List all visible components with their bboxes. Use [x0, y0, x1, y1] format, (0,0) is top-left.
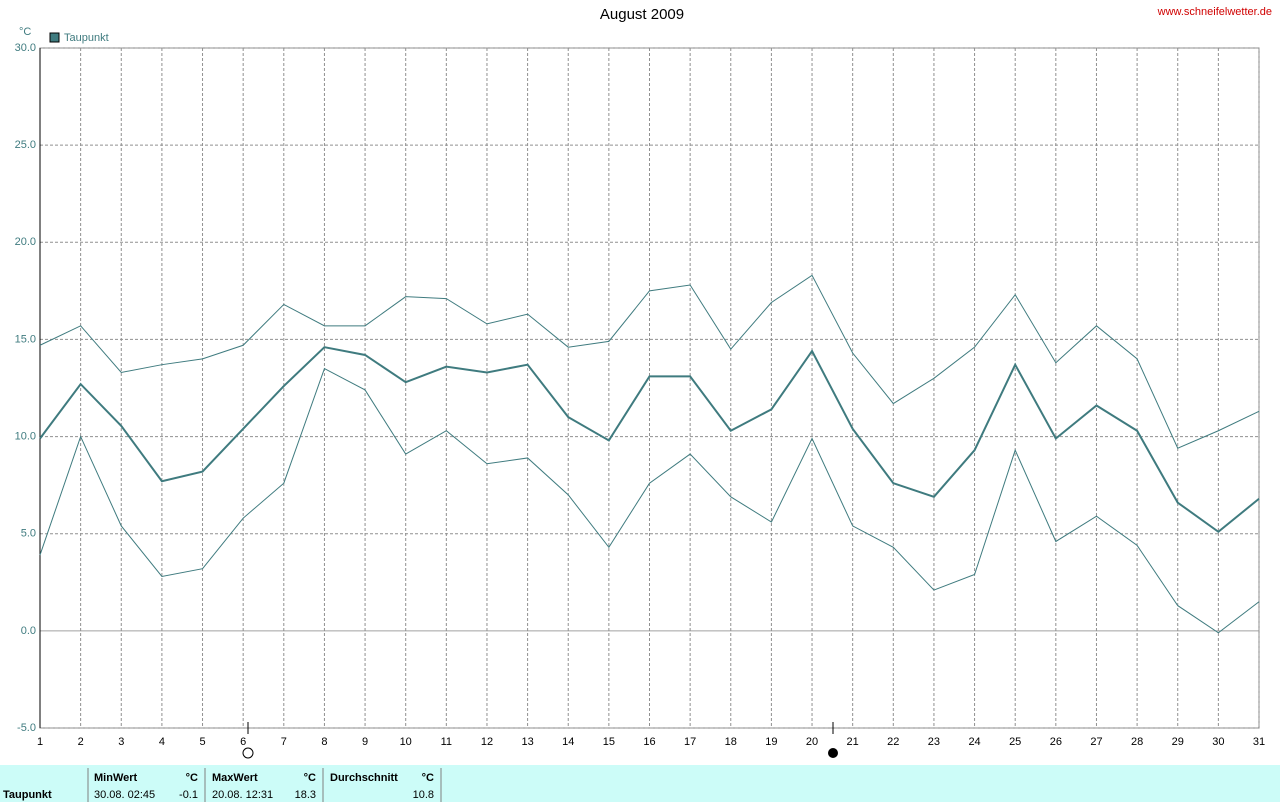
y-tick-label: 30.0	[15, 42, 36, 54]
stats-background	[0, 765, 1280, 802]
x-tick-label: 3	[118, 736, 124, 748]
x-tick-label: 20	[806, 736, 818, 748]
stats-value: -0.1	[179, 789, 198, 801]
x-tick-label: 14	[562, 736, 574, 748]
legend-label: Taupunkt	[64, 32, 109, 44]
x-tick-label: 24	[968, 736, 980, 748]
x-tick-label: 31	[1253, 736, 1265, 748]
x-tick-label: 21	[847, 736, 859, 748]
x-tick-label: 19	[765, 736, 777, 748]
y-tick-label: 10.0	[15, 430, 36, 442]
series-line	[39, 274, 1260, 449]
x-tick-label: 6	[240, 736, 246, 748]
stats-label: Durchschnitt	[330, 772, 398, 784]
stats-time: 20.08. 12:31	[212, 789, 273, 801]
stats-value: 10.8	[413, 789, 434, 801]
x-tick-label: 27	[1090, 736, 1102, 748]
y-tick-label: 5.0	[21, 528, 36, 540]
x-tick-label: 16	[643, 736, 655, 748]
x-tick-label: 10	[400, 736, 412, 748]
stats-unit: °C	[186, 772, 198, 784]
source: www.schneifelwetter.de	[1157, 6, 1272, 18]
x-tick-label: 29	[1172, 736, 1184, 748]
x-tick-label: 26	[1050, 736, 1062, 748]
x-tick-label: 7	[281, 736, 287, 748]
series-line	[39, 346, 1260, 534]
stats-bar: Taupunkt MinWert °C 30.08. 02:45 -0.1 Ma…	[0, 765, 1280, 802]
x-tick-label: 15	[603, 736, 615, 748]
stats-time: 30.08. 02:45	[94, 789, 155, 801]
x-tick-label: 4	[159, 736, 165, 748]
x-tick-label: 5	[199, 736, 205, 748]
full-moon	[242, 747, 254, 759]
x-tick-label: 22	[887, 736, 899, 748]
x-tick-label: 11	[441, 736, 452, 748]
plot: -5.00.05.010.015.020.025.030.01 2 3 4 5 6 7 8 9 1…	[15, 32, 1266, 748]
x-tick-label: 9	[362, 736, 368, 748]
stats-unit: °C	[422, 772, 434, 784]
y-tick-label: 20.0	[15, 236, 36, 248]
y-tick-label: 15.0	[15, 333, 36, 345]
y-tick-label: 25.0	[15, 139, 36, 151]
x-tick-label: 13	[521, 736, 533, 748]
y-unit: °C	[19, 26, 31, 38]
x-tick-label: 28	[1131, 736, 1143, 748]
series-line	[39, 367, 1260, 634]
x-tick-label: 8	[321, 736, 327, 748]
stats-value: 18.3	[295, 789, 316, 801]
x-tick-label: 25	[1009, 736, 1021, 748]
x-tick-label: 2	[78, 736, 84, 748]
stats-label: MinWert	[94, 772, 138, 784]
new-moon	[828, 748, 838, 758]
x-tick-label: 12	[481, 736, 493, 748]
y-tick-label: 0.0	[21, 625, 36, 637]
x-tick-label: 17	[684, 736, 696, 748]
chart-title: August 2009	[600, 6, 684, 23]
stats-name: Taupunkt	[3, 789, 52, 801]
x-tick-label: 30	[1212, 736, 1224, 748]
stats-label: MaxWert	[212, 772, 258, 784]
x-tick-label: 23	[928, 736, 940, 748]
stats-unit: °C	[304, 772, 316, 784]
x-tick-label: 18	[725, 736, 737, 748]
y-tick-label: -5.0	[17, 722, 36, 734]
legend-swatch	[49, 32, 60, 43]
x-tick-label: 1	[37, 736, 43, 748]
